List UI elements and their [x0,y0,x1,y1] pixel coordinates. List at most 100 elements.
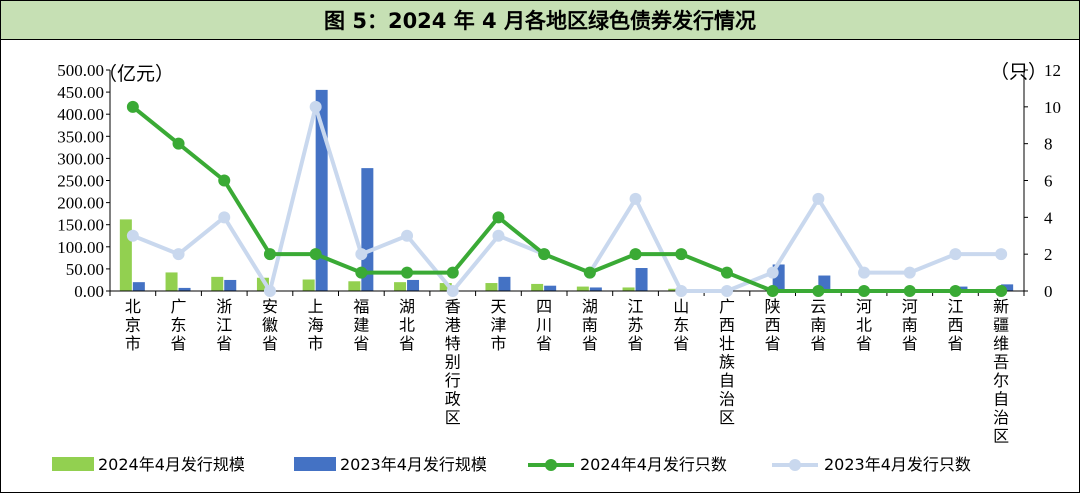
bar [955,286,968,291]
x-tick-label: 广东省 [171,297,187,353]
line-point [218,174,231,187]
line-point [263,248,276,261]
line-point [446,285,459,297]
line-point [812,192,825,205]
line-point [629,248,642,261]
bar [668,288,681,291]
line-point [766,266,779,279]
legend-marker [545,459,557,471]
y-left-tick-label: 200.00 [57,194,104,213]
line-point [583,266,596,279]
y-right-tick-label: 4 [1044,208,1053,227]
line-point [903,266,916,279]
line-point [355,266,368,279]
bar [635,268,648,291]
bar [498,276,511,291]
bar [544,285,557,291]
line-point [675,248,688,261]
y-right-tick-label: 6 [1044,172,1053,191]
labels-layer: 0.00 50.00 100.00 150.00 200.00 250.00 300.00 3… [57,61,1061,446]
bar [132,282,145,291]
bar [165,272,178,291]
y-left-tick-label: 0.00 [74,282,104,301]
legend-label: 2024年4月发行只数 [580,455,727,474]
legend: 2024年4月发行规模 2023年4月发行规模 2024年4月发行只数 2023年4月… [52,455,971,474]
y-right-tick-label: 12 [1044,61,1061,80]
line-point [766,285,779,297]
line-point [401,229,414,242]
legend-label: 2023年4月发行规模 [340,455,487,474]
x-tick-label: 云南省 [810,297,826,353]
x-tick-label: 福建省 [353,297,369,353]
line-point [172,248,185,261]
line-point [309,100,322,113]
line-point [812,285,825,297]
x-tick-label: 香港特别行政区 [445,297,461,427]
line-point [172,137,185,150]
y-right-unit: （只） [990,61,1047,83]
bar [622,287,635,291]
bar [589,287,602,291]
x-tick-label: 天津市 [490,297,506,353]
series-line [131,105,1002,293]
legend-swatch [294,457,336,471]
x-tick-label: 河南省 [902,297,918,353]
bar [119,219,132,291]
y-left-tick-label: 250.00 [57,172,104,191]
bars-layer [119,89,1014,291]
bar [224,279,237,291]
line-point [355,248,368,261]
y-left-tick-label: 450.00 [57,83,104,102]
x-tick-label: 湖南省 [582,297,598,353]
y-left-tick-label: 100.00 [57,238,104,257]
y-left-unit: （亿元） [98,63,174,85]
x-tick-label: 安徽省 [262,297,278,353]
bar [485,283,498,291]
line-point [720,266,733,279]
y-left-tick-label: 300.00 [57,149,104,168]
x-tick-label: 河北省 [856,297,872,353]
line-point [629,192,642,205]
line-point [492,229,505,242]
x-tick-label: 广西壮族自治区 [719,297,735,427]
line-point [858,285,871,297]
bar [407,279,420,291]
line-point [903,285,916,297]
lines-layer [126,100,1008,297]
x-tick-label: 湖北省 [399,297,415,353]
y-right-tick-label: 10 [1044,98,1061,117]
x-tick-label: 陕西省 [765,297,781,353]
x-tick-label: 山东省 [673,297,689,353]
bar [211,276,224,291]
line-point [218,211,231,224]
line-point [126,229,139,242]
bar [178,287,191,291]
legend-marker [789,459,801,471]
y-right-tick-label: 2 [1044,245,1053,264]
x-tick-label: 江苏省 [628,297,644,353]
y-left-tick-label: 350.00 [57,127,104,146]
bar [1001,284,1014,291]
bar [302,279,315,291]
bar [439,283,452,291]
y-left-tick-label: 50.00 [66,260,104,279]
line-point [995,248,1008,261]
legend-label: 2023年4月发行只数 [824,455,971,474]
y-left-tick-label: 400.00 [57,105,104,124]
x-tick-label: 江西省 [947,297,963,353]
line-point [263,285,276,297]
line-point [858,266,871,279]
bar [348,281,361,291]
bar [576,286,589,291]
y-right-tick-label: 0 [1044,282,1053,301]
line-point [538,248,551,261]
x-tick-label: 北京市 [125,297,141,353]
chart-title: 图 5：2024 年 4 月各地区绿色债券发行情况 [324,9,756,33]
chart-title-bar: 图 5：2024 年 4 月各地区绿色债券发行情况 [1,1,1079,40]
line-point [401,266,414,279]
line-point [675,285,688,297]
x-tick-label: 四川省 [536,297,552,353]
bar [531,283,544,291]
